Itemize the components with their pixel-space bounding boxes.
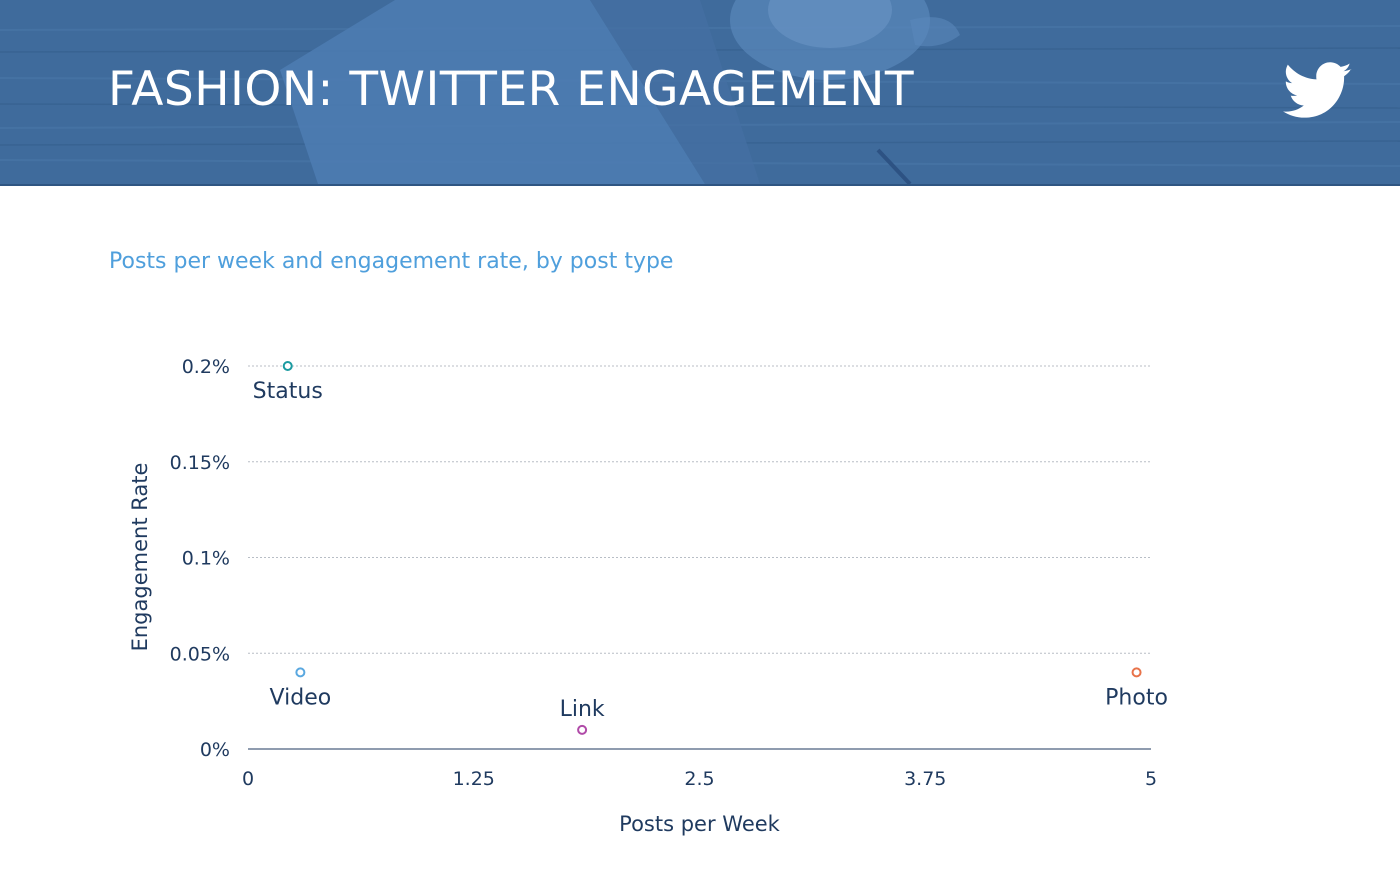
- y-axis-label: Engagement Rate: [128, 463, 152, 652]
- x-tick-label: 2.5: [684, 768, 714, 790]
- y-tick-label: 0.05%: [170, 643, 230, 665]
- axis-layer: 0% 0.05% 0.1% 0.15% 0.2% 0 1.25 2.5 3.75 5: [170, 356, 1157, 790]
- data-point: [577, 724, 588, 735]
- x-tick-label: 5: [1145, 768, 1157, 790]
- y-tick-label: 0%: [200, 739, 230, 761]
- data-point: [282, 361, 293, 371]
- page-title: FASHION: TWITTER ENGAGEMENT: [108, 62, 915, 117]
- data-point-label: Link: [560, 697, 605, 722]
- x-tick-label: 3.75: [904, 768, 946, 790]
- point-layer: Status Video Link Photo: [253, 361, 1168, 735]
- grid-layer: [248, 365, 1151, 654]
- header-background: [0, 0, 1400, 184]
- x-axis-label: Posts per Week: [619, 812, 780, 836]
- data-point-label: Video: [270, 685, 332, 710]
- y-tick-label: 0.15%: [170, 452, 230, 474]
- x-tick-label: 0: [242, 768, 254, 790]
- header-banner: FASHION: TWITTER ENGAGEMENT: [0, 0, 1400, 186]
- data-point-label: Photo: [1105, 685, 1168, 710]
- x-tick-label: 1.25: [453, 768, 495, 790]
- y-tick-label: 0.2%: [182, 356, 230, 378]
- data-point-label: Status: [253, 379, 323, 404]
- chart-subtitle: Posts per week and engagement rate, by p…: [109, 249, 674, 274]
- y-tick-label: 0.1%: [182, 548, 230, 570]
- data-point: [1131, 667, 1142, 678]
- data-point: [295, 667, 306, 678]
- twitter-bird-icon: [1283, 62, 1352, 118]
